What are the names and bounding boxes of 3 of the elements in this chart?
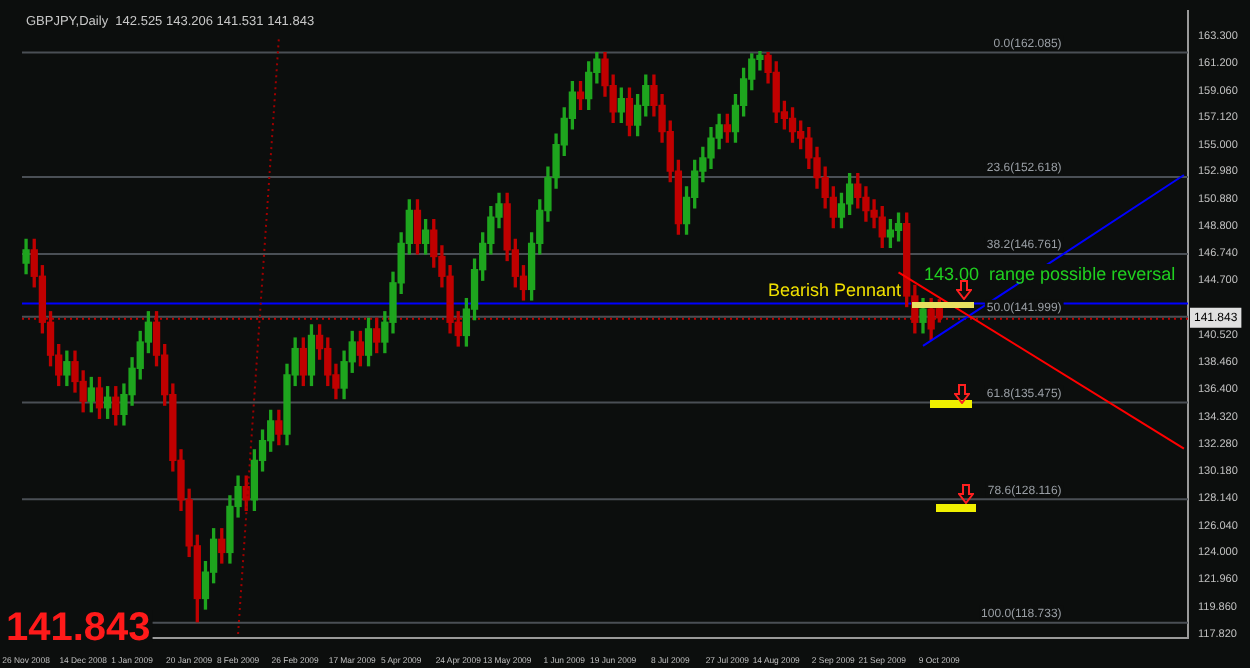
annotation: 141.843 <box>6 606 151 650</box>
annotation: Bearish Pennant <box>768 280 903 300</box>
annotation: 143.00 range possible reversal <box>924 264 1176 284</box>
